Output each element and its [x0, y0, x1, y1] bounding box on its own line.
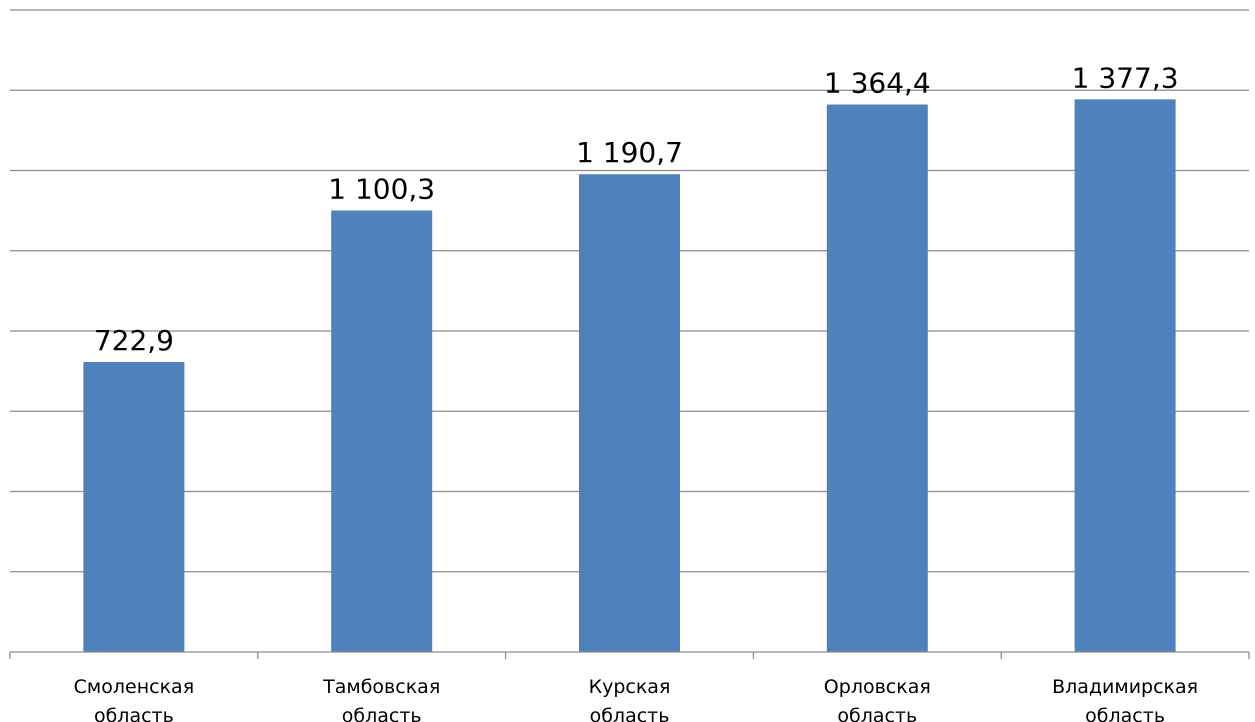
bar [826, 104, 928, 653]
data-label: 1 190,7 [576, 136, 683, 169]
category-labels: Смоленская область Тамбовская область Курска… [74, 676, 1198, 722]
bar [331, 210, 433, 652]
bar [1074, 99, 1176, 652]
category-label: Тамбовская [322, 676, 440, 698]
category-label: область [342, 705, 422, 722]
bars [83, 99, 1176, 653]
data-labels: 722,9 1 100,3 1 190,7 1 364,4 1 377,3 [94, 61, 1179, 357]
category-label: Курская [589, 676, 671, 698]
data-label: 1 100,3 [328, 173, 435, 206]
category-label: область [837, 705, 917, 722]
bar [579, 174, 680, 652]
category-label: Орловская [824, 676, 931, 698]
data-label: 1 364,4 [824, 67, 931, 100]
category-label: область [1085, 705, 1165, 722]
category-label: область [590, 705, 670, 722]
category-label: Владимирская [1052, 676, 1198, 698]
data-label: 722,9 [94, 324, 174, 357]
x-axis [9, 651, 1250, 659]
data-label: 1 377,3 [1072, 61, 1179, 94]
bar [83, 361, 185, 652]
category-label: область [94, 705, 174, 722]
category-label: Смоленская [74, 676, 194, 698]
